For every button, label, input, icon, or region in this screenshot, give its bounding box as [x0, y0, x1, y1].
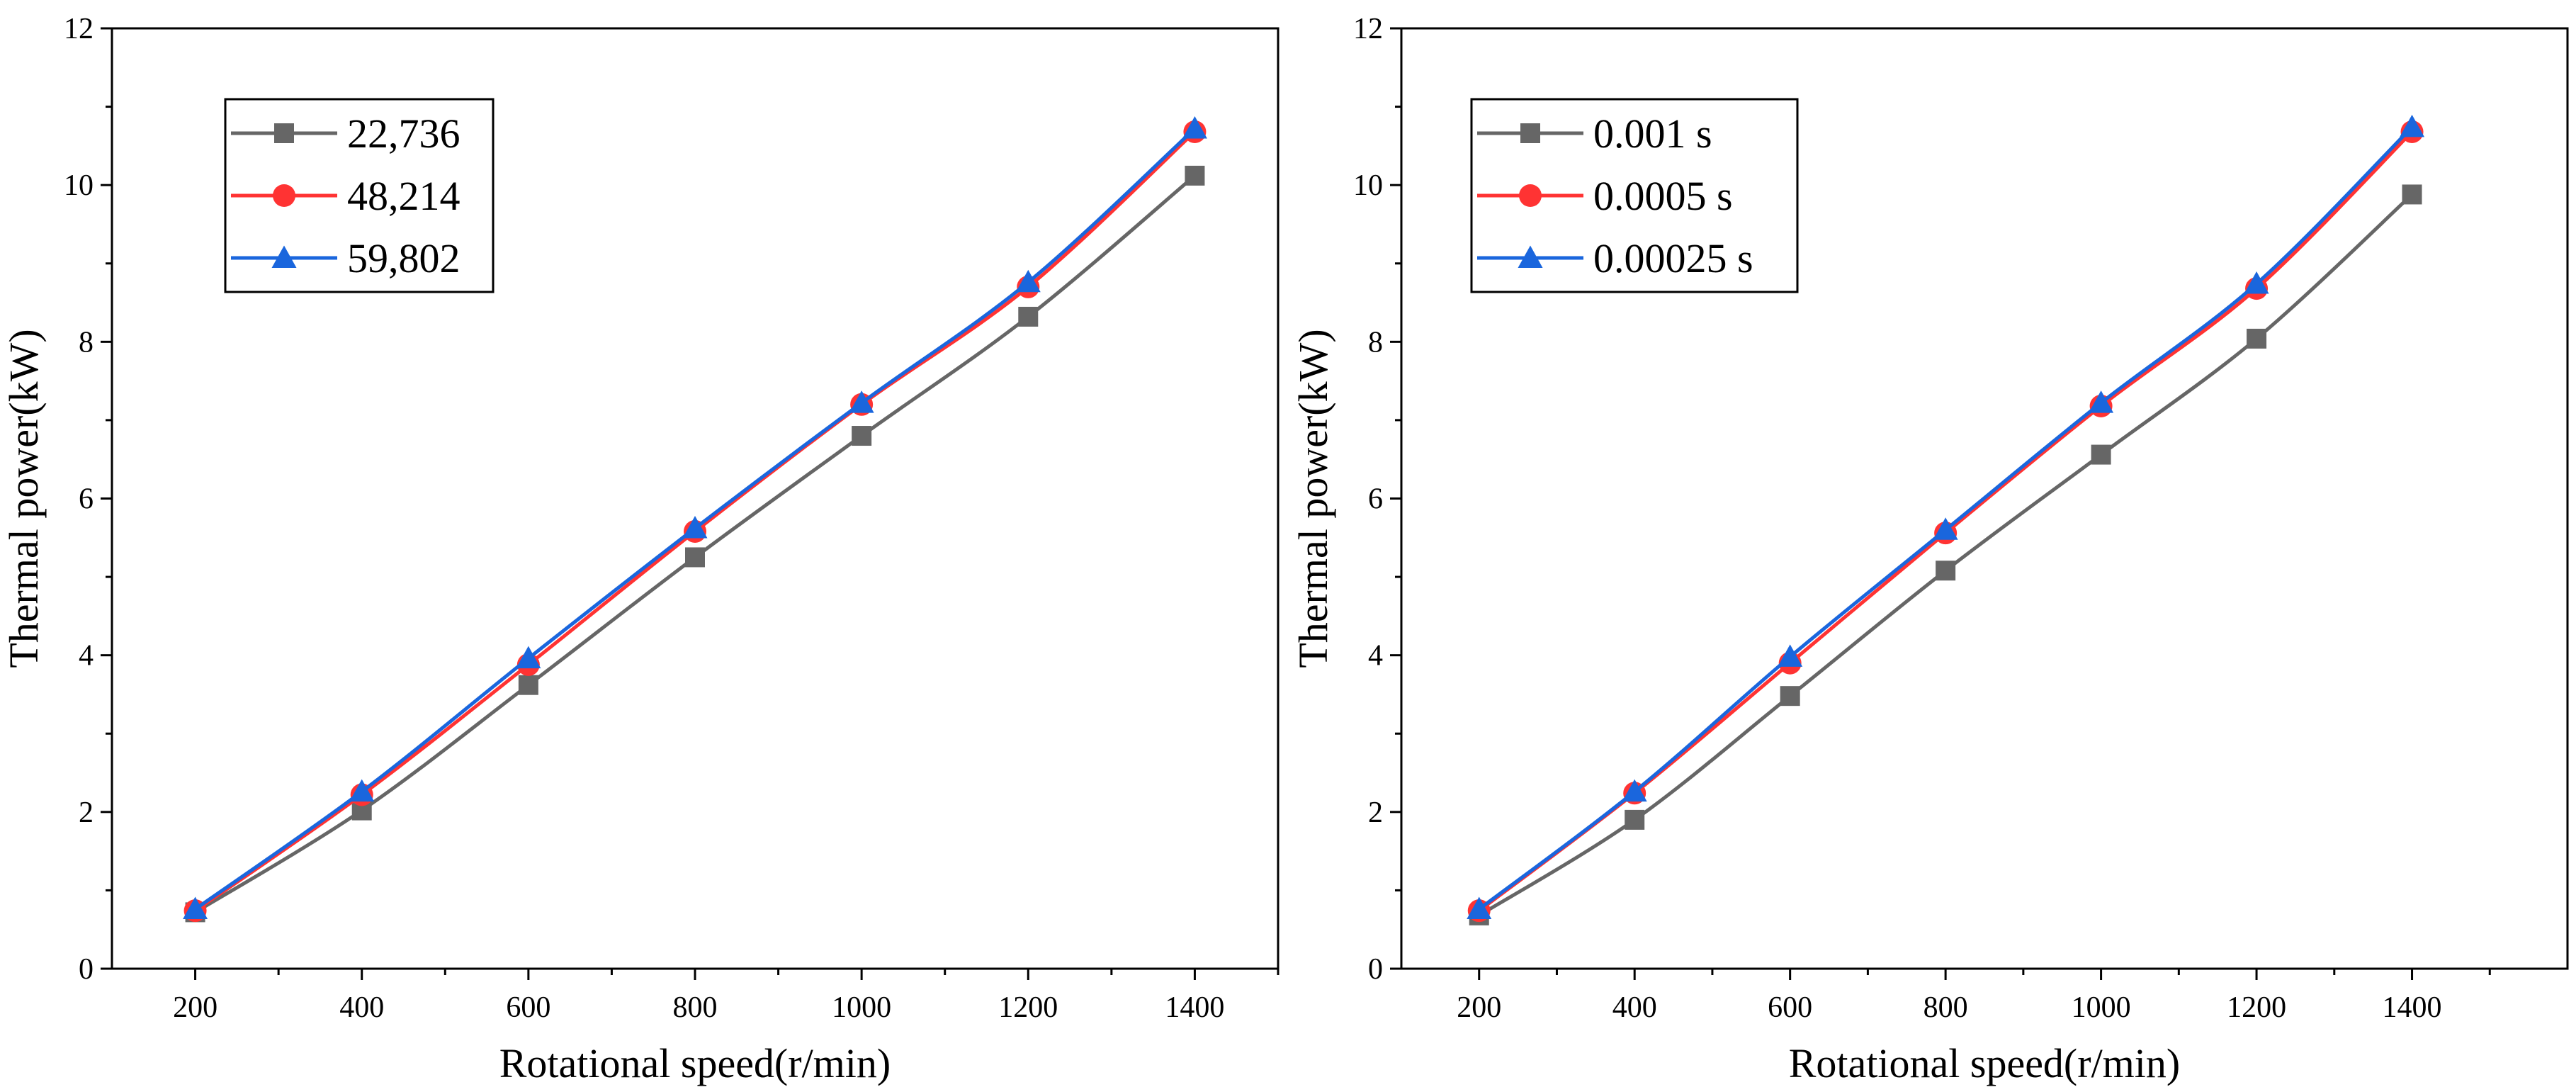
data-point	[1467, 896, 1492, 919]
data-point	[2400, 114, 2425, 137]
data-point	[1622, 779, 1647, 802]
data-point	[349, 779, 375, 802]
x-tick-label: 1200	[998, 991, 1058, 1024]
y-tick-label: 4	[79, 640, 94, 672]
data-point	[1015, 269, 1041, 293]
legend-label: 48,214	[347, 173, 461, 219]
x-tick-label: 1000	[2072, 991, 2131, 1024]
x-tick-label: 1400	[2383, 991, 2442, 1024]
x-tick-label: 600	[506, 991, 550, 1024]
x-tick-label: 800	[673, 991, 718, 1024]
series-1	[1469, 184, 2422, 925]
data-point	[849, 390, 874, 413]
series-3	[183, 116, 1207, 919]
legend-label: 0.00025 s	[1593, 235, 1753, 281]
x-tick-label: 1000	[832, 991, 891, 1024]
data-point	[183, 896, 208, 919]
legend-marker	[1519, 184, 1542, 207]
series-3	[1467, 114, 2425, 919]
data-point	[2091, 444, 2111, 465]
data-point	[1625, 809, 1645, 830]
y-tick-label: 10	[64, 169, 94, 202]
y-tick-label: 6	[79, 483, 94, 516]
y-tick-label: 4	[1368, 640, 1383, 672]
x-tick-label: 1400	[1165, 991, 1224, 1024]
data-point	[682, 516, 708, 539]
y-tick-label: 12	[1353, 13, 1383, 45]
x-axis-title: Rotational speed(r/min)	[1789, 1040, 2180, 1086]
x-tick-label: 200	[1457, 991, 1501, 1024]
legend-marker	[1518, 245, 1543, 268]
y-tick-label: 0	[79, 953, 94, 986]
legend-marker	[274, 123, 294, 143]
data-point	[1185, 165, 1205, 186]
legend-marker	[1520, 123, 1540, 143]
legend-label: 22,736	[347, 111, 461, 157]
data-point	[1936, 561, 1956, 581]
data-point	[1778, 644, 1803, 667]
x-axis-title: Rotational speed(r/min)	[499, 1040, 891, 1086]
x-tick-label: 1200	[2227, 991, 2286, 1024]
chart-panel-1: 0 2 4 6 8 10 12 200 400 600 800 1000 1200 1400 Rotatio…	[1, 13, 1279, 1086]
data-point	[1780, 686, 1800, 707]
legend-marker	[273, 184, 295, 207]
data-point	[1933, 517, 1958, 540]
data-point	[2244, 271, 2269, 294]
data-point	[685, 547, 705, 568]
y-tick-label: 12	[64, 13, 94, 45]
legend: 22,736 48,214 59,802	[224, 98, 495, 293]
data-point	[518, 675, 538, 695]
chart-panel-2: 0 2 4 6 8 10 12 200 400 600 800 1000 1200 1400 Rotatio…	[1290, 13, 2569, 1086]
data-point	[852, 426, 872, 446]
y-axis-title: Thermal power(kW)	[1290, 329, 1336, 668]
data-point	[2402, 184, 2422, 205]
y-tick-label: 8	[1368, 326, 1383, 359]
legend-marker	[271, 245, 297, 268]
x-tick-label: 200	[173, 991, 218, 1024]
legend: 0.001 s 0.0005 s 0.00025 s	[1470, 98, 1799, 293]
x-tick-label: 800	[1923, 991, 1968, 1024]
data-point	[1182, 116, 1207, 139]
data-point	[2247, 328, 2267, 349]
y-tick-label: 10	[1353, 169, 1383, 202]
x-tick-label: 400	[339, 991, 384, 1024]
data-point	[2089, 390, 2114, 413]
y-tick-label: 2	[79, 797, 94, 829]
y-axis-title: Thermal power(kW)	[1, 329, 47, 668]
legend-label: 0.0005 s	[1593, 173, 1733, 219]
legend-label: 59,802	[347, 235, 461, 281]
x-tick-label: 400	[1612, 991, 1657, 1024]
y-tick-label: 2	[1368, 797, 1383, 829]
legend-label: 0.001 s	[1593, 111, 1712, 157]
y-tick-label: 6	[1368, 483, 1383, 516]
data-point	[516, 646, 541, 669]
y-tick-label: 8	[79, 326, 94, 359]
y-tick-label: 0	[1368, 953, 1383, 986]
data-point	[1018, 306, 1039, 327]
x-tick-label: 600	[1768, 991, 1812, 1024]
